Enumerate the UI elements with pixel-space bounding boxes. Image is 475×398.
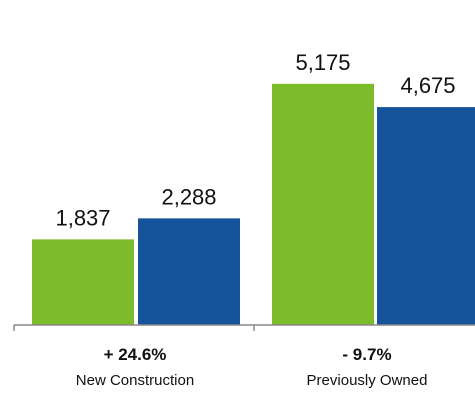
bar-new-construction-0 <box>32 239 134 325</box>
value-labels-group: 1,837 2,288 5,175 4,675 <box>55 50 455 231</box>
value-label-new-construction-0: 1,837 <box>55 205 110 230</box>
bar-new-construction-1 <box>138 218 240 325</box>
value-label-new-construction-1: 2,288 <box>161 184 216 209</box>
bar-previously-owned-1 <box>377 107 475 325</box>
x-axis <box>13 324 475 331</box>
bars-group <box>32 83 475 325</box>
value-label-previously-owned-1: 4,675 <box>400 73 455 98</box>
category-label-new-construction: New Construction <box>76 372 194 389</box>
category-label-previously-owned: Previously Owned <box>307 372 428 389</box>
bar-previously-owned-0 <box>272 83 374 325</box>
category-change-previously-owned: - 9.7% <box>342 345 391 364</box>
category-change-new-construction: + 24.6% <box>104 345 167 364</box>
category-labels-group: + 24.6% New Construction - 9.7% Previous… <box>76 345 428 389</box>
value-label-previously-owned-0: 5,175 <box>295 50 350 75</box>
